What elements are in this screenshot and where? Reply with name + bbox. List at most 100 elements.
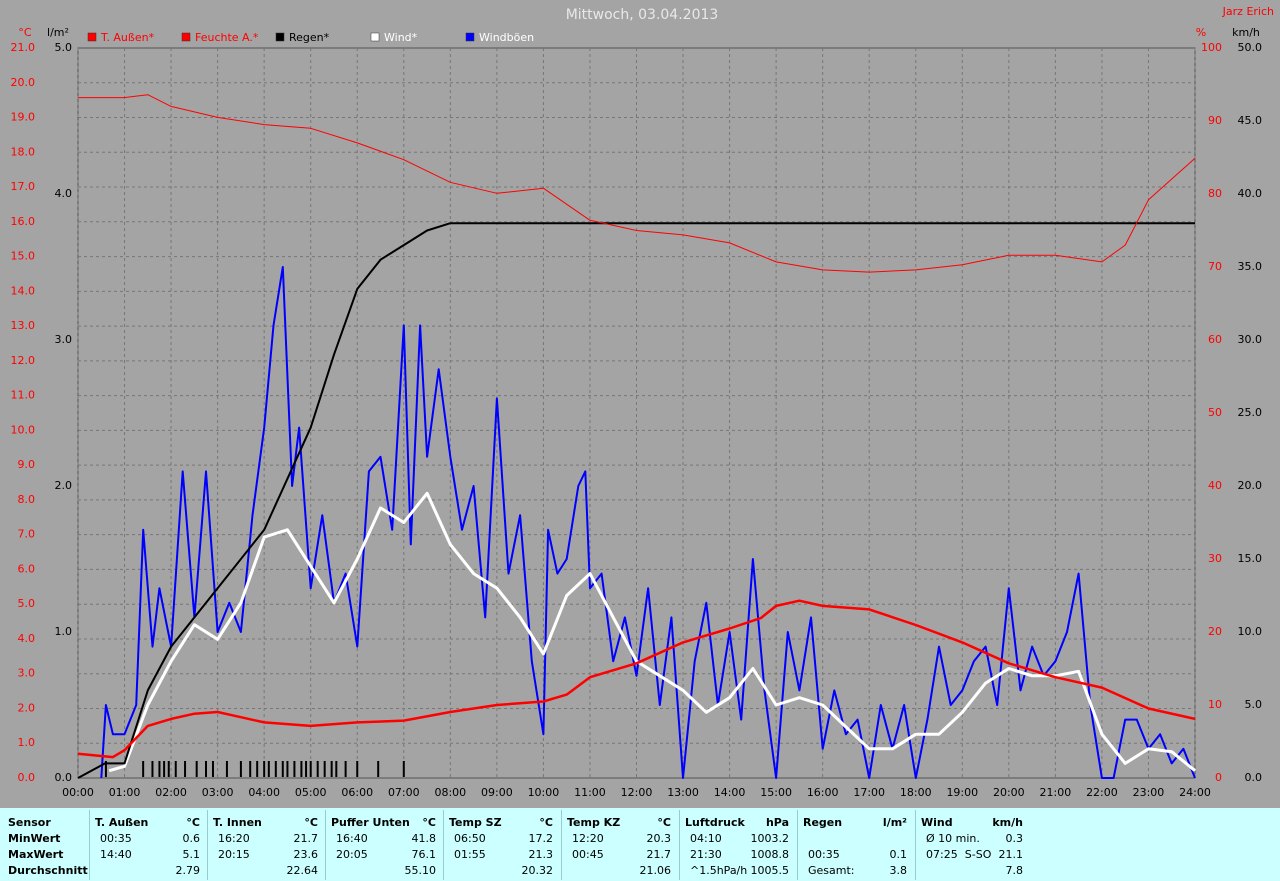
x-tick-label: 05:00 [295, 786, 327, 799]
legend-label: T. Außen* [100, 31, 155, 44]
table-cell: 00:45 21.7 [567, 846, 671, 862]
column-unit: hPa [765, 815, 789, 829]
y-tick-label: 1.0 [55, 625, 73, 638]
axis-unit: % [1196, 26, 1206, 39]
table-cell: 12:20 20.3 [567, 830, 671, 846]
y-tick-label: 4.0 [55, 187, 73, 200]
legend-swatch [181, 32, 191, 42]
y-tick-label: 90 [1208, 114, 1222, 127]
cell-text: 1008.8 [750, 847, 790, 861]
y-tick-label: 35.0 [1238, 260, 1263, 273]
x-tick-label: 12:00 [621, 786, 653, 799]
column-header: Luftdruck [685, 815, 745, 829]
y-tick-label: 30.0 [1238, 333, 1263, 346]
y-tick-label: 5.0 [55, 41, 73, 54]
cell-text: 20:05 [336, 847, 368, 861]
y-tick-label: 25.0 [1238, 406, 1263, 419]
column-divider [325, 810, 326, 880]
cell-text: 41.8 [411, 831, 437, 845]
series-line [108, 491, 1196, 773]
legend-swatch [370, 32, 380, 42]
y-tick-label: 20.0 [1238, 479, 1263, 492]
y-tick-label: 0 [1215, 771, 1222, 784]
cell-text: 16:20 [218, 831, 250, 845]
row-label: MinWert [8, 831, 61, 845]
column-header: Temp SZ [449, 815, 502, 829]
column-divider [915, 810, 916, 880]
column-unit: °C [539, 815, 553, 829]
cell-text: 06:50 [454, 831, 486, 845]
x-tick-label: 04:00 [248, 786, 280, 799]
legend-swatch [275, 32, 285, 42]
table-cell: 20.32 [449, 862, 554, 878]
table-cell: 06:50 17.2 [449, 830, 553, 846]
cell-text: 21.1 [998, 847, 1023, 861]
y-tick-label: 15.0 [11, 250, 36, 263]
cell-text: 20:15 [218, 847, 250, 861]
y-tick-label: 6.0 [18, 562, 36, 575]
cell-text: S-SO [964, 847, 992, 861]
column-divider [89, 810, 90, 880]
column-header: T. Außen [95, 815, 149, 829]
x-tick-label: 21:00 [1040, 786, 1072, 799]
cell-text: 01:55 [454, 847, 486, 861]
cell-text: 21.7 [646, 847, 672, 861]
y-tick-label: 18.0 [11, 145, 36, 158]
cell-text: 0.6 [182, 831, 201, 845]
y-tick-label: 13.0 [11, 319, 36, 332]
legend-swatch [87, 32, 97, 42]
y-tick-label: 16.0 [11, 215, 36, 228]
y-tick-label: 50 [1208, 406, 1222, 419]
column-unit: km/h [992, 815, 1023, 829]
y-tick-label: 20 [1208, 625, 1222, 638]
table-cell: 22.64 [213, 862, 319, 878]
x-tick-label: 03:00 [202, 786, 234, 799]
axis-unit: °C [18, 26, 32, 39]
y-tick-label: 3.0 [18, 667, 36, 680]
column-unit: °C [186, 815, 200, 829]
cell-text: 1005.5 [750, 863, 790, 877]
y-tick-label: 0.0 [55, 771, 73, 784]
cell-text: 0.1 [889, 847, 908, 861]
cell-text: Ø 10 min. [926, 831, 980, 845]
column-unit: °C [422, 815, 436, 829]
legend-label: Regen* [289, 31, 330, 44]
column-header: Regen [803, 815, 843, 829]
table-cell: 04:10 1003.2 [685, 830, 789, 846]
y-tick-label: 10.0 [1238, 625, 1263, 638]
column-divider [797, 810, 798, 880]
cell-text: 20.32 [521, 863, 554, 877]
y-tick-label: 60 [1208, 333, 1222, 346]
y-tick-label: 5.0 [18, 597, 36, 610]
table-cell: Gesamt: 3.8 [803, 862, 907, 878]
y-tick-label: 70 [1208, 260, 1222, 273]
cell-text: Gesamt: [808, 863, 855, 877]
cell-text: 76.1 [411, 847, 437, 861]
table-cell: 00:35 0.1 [803, 846, 907, 862]
stats-table: Sensor T. Außen °C T. Innen °C Puffer Unten °C… [0, 808, 1280, 881]
series-line [77, 599, 1196, 759]
y-tick-label: 9.0 [18, 458, 36, 471]
cell-text: 21.3 [528, 847, 554, 861]
y-tick-label: 4.0 [18, 632, 36, 645]
table-cell: Ø 10 min. 0.3 [921, 830, 1023, 846]
y-tick-label: 0.0 [1245, 771, 1263, 784]
y-tick-label: 20.0 [11, 76, 36, 89]
table-cell: 01:55 21.3 [449, 846, 553, 862]
x-tick-label: 22:00 [1086, 786, 1118, 799]
y-tick-label: 8.0 [18, 493, 36, 506]
y-tick-label: 14.0 [11, 284, 36, 297]
legend-label: Wind* [384, 31, 418, 44]
x-tick-label: 19:00 [946, 786, 978, 799]
table-cell: 14:40 5.1 [95, 846, 200, 862]
y-tick-label: 3.0 [55, 333, 73, 346]
x-tick-label: 18:00 [900, 786, 932, 799]
y-tick-label: 10.0 [11, 423, 36, 436]
y-tick-label: 15.0 [1238, 552, 1263, 565]
cell-text: 21.06 [639, 863, 672, 877]
row-label: MaxWert [8, 847, 64, 861]
cell-text: 22.64 [286, 863, 319, 877]
column-unit: l/m² [882, 815, 907, 829]
axis-unit: km/h [1232, 26, 1260, 39]
y-tick-label: 2.0 [18, 701, 36, 714]
